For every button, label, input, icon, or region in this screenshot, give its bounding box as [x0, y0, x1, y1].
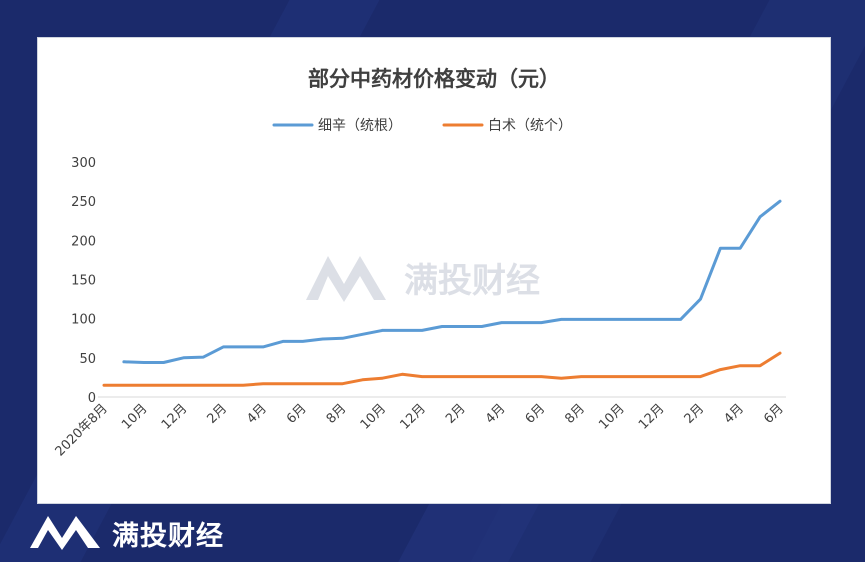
- y-tick-label: 100: [71, 313, 96, 328]
- x-tick-label: 10月: [358, 401, 389, 432]
- y-tick-label: 250: [71, 195, 96, 210]
- x-tick-label: 10月: [596, 401, 627, 432]
- y-tick-label: 0: [88, 391, 96, 406]
- x-tick-label: 2月: [204, 401, 230, 427]
- watermark-text: 满投财经: [404, 261, 540, 301]
- chart-title: 部分中药材价格变动（元）: [308, 67, 560, 91]
- x-tick-label: 2月: [443, 401, 469, 427]
- x-tick-label: 6月: [761, 401, 787, 427]
- chart-card: 满投财经 部分中药材价格变动（元） 细辛（统根） 白术（统个） 0 50 100 150…: [37, 37, 831, 504]
- brand-footer: 满投财经: [28, 512, 224, 554]
- watermark: 满投财经: [306, 256, 540, 302]
- y-tick-label: 200: [71, 234, 96, 249]
- x-tick-label: 4月: [244, 401, 270, 427]
- x-tick-label: 6月: [284, 401, 310, 427]
- x-tick-label: 12月: [159, 401, 190, 432]
- x-tick-label: 4月: [721, 401, 747, 427]
- line-chart: 满投财经 部分中药材价格变动（元） 细辛（统根） 白术（统个） 0 50 100 150…: [53, 67, 787, 459]
- plot-area: [102, 199, 782, 387]
- x-axis: 2020年8月 10月 12月 2月 4月 6月 8月 10月 12月 2月 4月 6月 8月 10月 12…: [53, 396, 787, 459]
- legend-label: 白术（统个）: [488, 118, 572, 134]
- series-line-1: [122, 199, 782, 364]
- x-tick-label: 12月: [397, 401, 428, 432]
- y-tick-label: 50: [79, 352, 96, 367]
- legend-label: 细辛（统根）: [318, 118, 402, 134]
- series-line-2: [102, 351, 782, 387]
- brand-name: 满投财经: [112, 520, 224, 552]
- y-axis: 0 50 100 150 200 250 300: [71, 156, 96, 406]
- x-tick-label: 8月: [562, 401, 588, 427]
- x-tick-label: 8月: [324, 401, 350, 427]
- y-tick-label: 150: [71, 274, 96, 289]
- x-tick-label: 2020年8月: [53, 401, 111, 459]
- y-tick-label: 300: [71, 156, 96, 171]
- x-tick-label: 2月: [682, 401, 708, 427]
- legend: 细辛（统根） 白术（统个）: [272, 118, 572, 134]
- x-tick-label: 12月: [636, 401, 667, 432]
- brand-logo-icon: [30, 516, 100, 550]
- x-tick-label: 4月: [483, 401, 509, 427]
- watermark-logo-icon: [306, 256, 386, 302]
- x-tick-label: 6月: [523, 401, 549, 427]
- x-tick-label: 10月: [119, 401, 150, 432]
